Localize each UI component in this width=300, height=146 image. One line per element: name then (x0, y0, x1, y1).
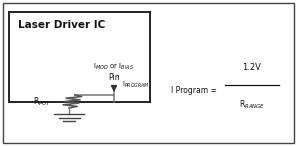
Text: I Program =: I Program = (171, 86, 219, 95)
Text: 1.2V: 1.2V (243, 63, 261, 72)
Text: I$_{MOD}$ or I$_{BIAS}$: I$_{MOD}$ or I$_{BIAS}$ (94, 61, 134, 72)
Text: R$_{POT}$: R$_{POT}$ (33, 95, 51, 108)
Text: I$_{PROGRAM}$: I$_{PROGRAM}$ (122, 80, 149, 90)
Bar (9, 12, 150, 102)
Text: Laser Driver IC: Laser Driver IC (18, 20, 105, 30)
Text: Pin: Pin (108, 73, 120, 82)
Text: R$_{RANGE}$: R$_{RANGE}$ (239, 99, 265, 111)
